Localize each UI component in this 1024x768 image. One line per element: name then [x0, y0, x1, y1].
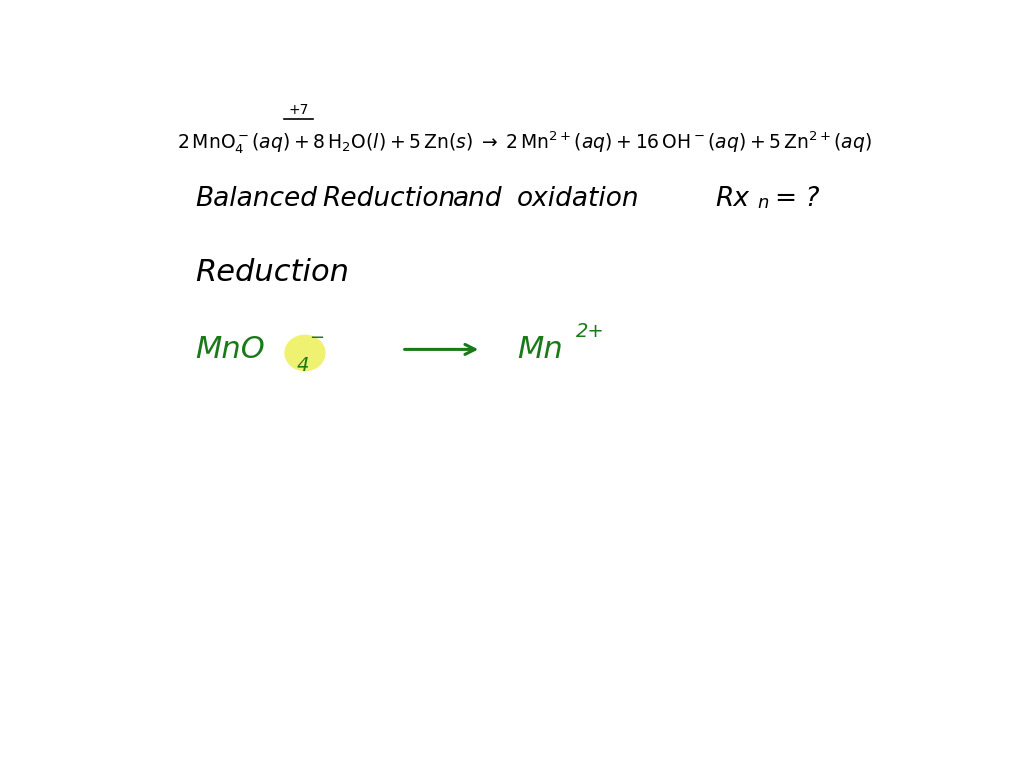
Text: −: − — [309, 329, 324, 346]
Text: $2\,\mathrm{MnO_4^-}(aq)+8\,\mathrm{H_2O}(\mathit{l})+5\,\mathrm{Zn}(s)\;\righta: $2\,\mathrm{MnO_4^-}(aq)+8\,\mathrm{H_2O… — [177, 129, 872, 156]
Text: Mn: Mn — [517, 335, 562, 364]
Text: Rx: Rx — [715, 186, 750, 212]
Text: MnO: MnO — [196, 335, 265, 364]
Text: Balanced: Balanced — [196, 186, 317, 212]
Text: +7: +7 — [289, 103, 309, 117]
Text: 4: 4 — [296, 356, 308, 375]
Text: Reduction: Reduction — [196, 258, 349, 287]
Text: and: and — [454, 186, 503, 212]
Text: n: n — [758, 194, 769, 212]
Text: 2+: 2+ — [577, 322, 605, 341]
Text: Reduction: Reduction — [323, 186, 456, 212]
Text: oxidation: oxidation — [517, 186, 640, 212]
Ellipse shape — [285, 335, 326, 371]
Text: = ?: = ? — [775, 186, 819, 212]
